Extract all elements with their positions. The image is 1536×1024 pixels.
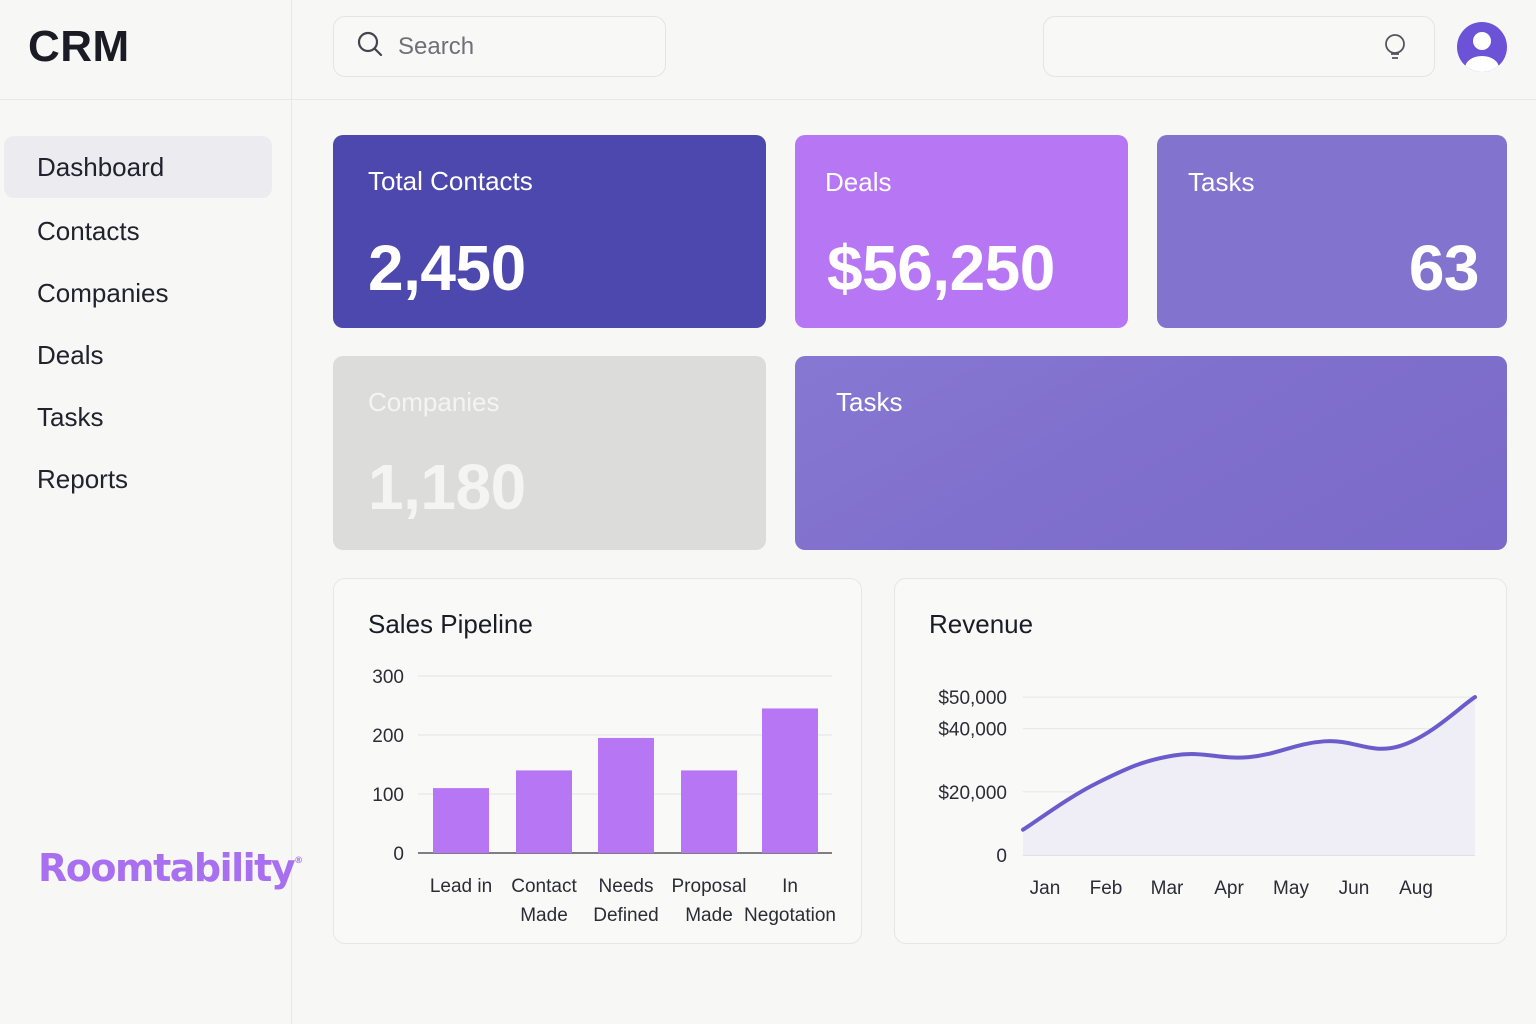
bar [433,788,489,853]
sidebar-item-reports[interactable]: Reports [37,464,129,494]
x-tick-label: Made [685,905,733,926]
y-tick-label: 200 [372,726,404,747]
brand-logo: Roomtability® [38,846,304,890]
header-divider [0,99,1536,100]
x-tick-label: Needs [599,876,654,897]
total-contacts-card[interactable]: Total Contacts 2,450 [333,135,766,328]
sales-pipeline-panel: Sales Pipeline 0 100 200 300 Lead in Contact M… [333,578,862,944]
bar [516,770,572,853]
total-contacts-value: 2,450 [368,232,526,304]
deals-card[interactable]: Deals $56,250 [795,135,1128,328]
sidebar-nav: Dashboard Contacts Companies Deals Tasks… [0,136,292,510]
revenue-area [1023,697,1475,855]
x-tick-label: Jun [1339,878,1370,899]
x-tick-label: Proposal [672,876,747,897]
bar [598,737,654,853]
x-tick-label: Aug [1399,878,1433,899]
search-box[interactable] [333,16,666,77]
bar [681,770,737,853]
header-action-box[interactable] [1043,16,1435,77]
sidebar-item-deals[interactable]: Deals [37,340,104,370]
tasks-card[interactable]: Tasks 63 [1157,135,1507,328]
y-tick-label: 300 [372,667,404,688]
search-input[interactable] [398,32,638,61]
x-tick-label: In [782,876,798,897]
y-tick-label: $40,000 [938,720,1007,741]
sidebar: CRM Dashboard Contacts Companies Deals T… [0,0,303,1024]
y-tick-label: 0 [996,846,1007,867]
x-tick-label: Apr [1214,878,1244,899]
deals-value: $56,250 [827,232,1055,304]
sidebar-item-companies[interactable]: Companies [37,278,169,308]
x-tick-label: Made [520,905,568,926]
y-tick-label: $50,000 [938,688,1007,709]
x-tick-label: Contact [511,876,577,897]
app-title: CRM [28,22,130,71]
y-tick-label: $20,000 [938,783,1007,804]
companies-value: 1,180 [368,451,526,523]
total-contacts-label: Total Contacts [368,166,533,196]
tasks-wide-label: Tasks [836,387,903,417]
lightbulb-icon[interactable] [1382,33,1408,68]
sidebar-item-dashboard[interactable]: Dashboard [4,136,272,198]
sales-pipeline-chart: 0 100 200 300 Lead in Contact Made Needs Defined… [372,667,836,926]
x-tick-label: Lead in [430,876,492,897]
y-tick-label: 100 [372,785,404,806]
sidebar-item-tasks[interactable]: Tasks [37,402,104,432]
user-avatar-icon[interactable] [1457,22,1507,72]
revenue-panel: Revenue 0 $20,000 $40,000 $50,000 Jan Feb Mar A… [894,578,1507,944]
x-tick-label: Feb [1090,878,1123,899]
y-tick-label: 0 [393,844,404,865]
sales-pipeline-title: Sales Pipeline [368,609,533,639]
x-tick-label: Jan [1030,878,1061,899]
x-tick-label: Negotation [744,905,836,926]
tasks-wide-card[interactable]: Tasks [795,356,1507,550]
revenue-line [1021,695,1477,832]
bar [762,708,818,853]
x-tick-label: Mar [1151,878,1184,899]
companies-card[interactable]: Companies 1,180 [333,356,766,550]
tasks-label: Tasks [1188,167,1255,197]
companies-label: Companies [368,387,500,417]
x-tick-label: May [1273,878,1309,899]
revenue-chart: 0 $20,000 $40,000 $50,000 Jan Feb Mar Apr May Jun… [938,688,1477,899]
revenue-title: Revenue [929,609,1034,639]
sidebar-item-contacts[interactable]: Contacts [37,216,140,246]
deals-label: Deals [825,167,892,197]
search-icon [356,30,384,63]
x-tick-label: Defined [593,905,659,926]
logo-text: Roomtability [38,846,296,890]
tasks-value: 63 [1408,232,1480,304]
